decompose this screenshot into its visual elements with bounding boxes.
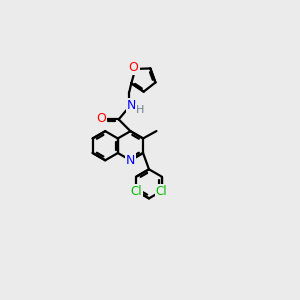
Text: O: O	[129, 61, 139, 74]
Text: N: N	[127, 99, 136, 112]
Text: N: N	[126, 154, 135, 167]
Text: Cl: Cl	[156, 184, 167, 198]
Text: O: O	[96, 112, 106, 125]
Text: H: H	[136, 105, 144, 115]
Text: Cl: Cl	[130, 184, 142, 198]
